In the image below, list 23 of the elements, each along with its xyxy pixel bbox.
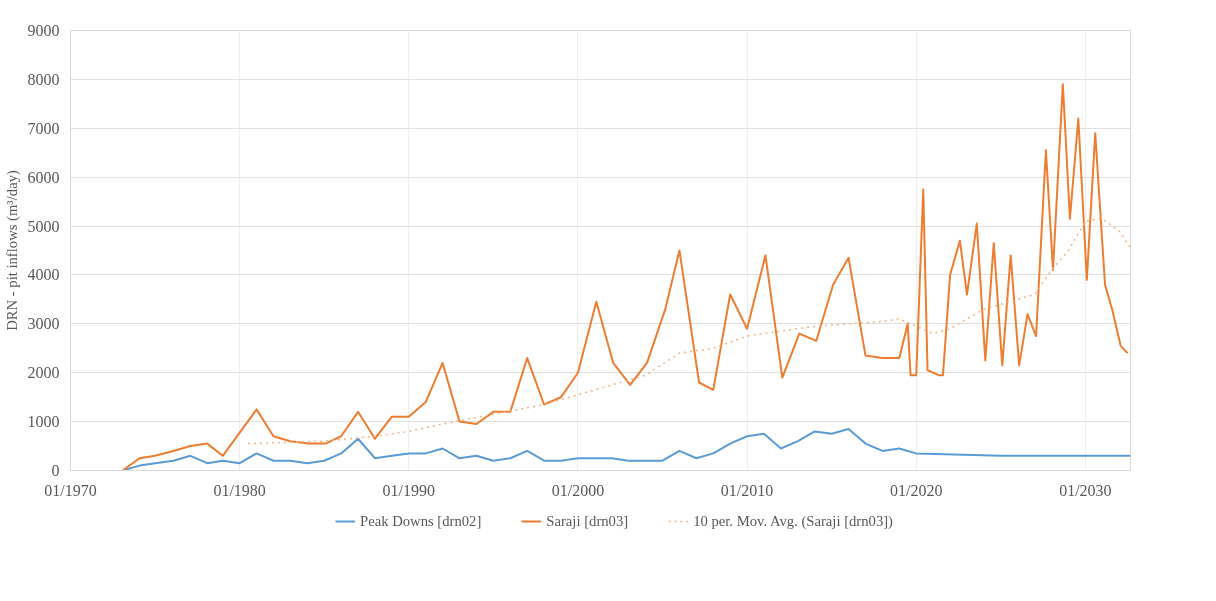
legend-label: Saraji [drn03] [546,512,629,530]
y-tick-label: 3000 [27,315,60,333]
y-tick-label: 6000 [27,168,60,186]
y-axis-title: DRN - pit inflows (m³/day) [3,170,21,331]
y-tick-label: 8000 [27,70,60,88]
x-tick-label: 01/2000 [551,481,605,499]
y-tick-label: 7000 [27,119,60,137]
x-tick-label: 01/2020 [890,481,943,499]
line-series [121,83,1129,471]
x-tick-label: 01/1990 [382,481,436,499]
x-tick-label: 01/2030 [1059,481,1112,499]
y-tick-label: 2000 [27,364,60,382]
y-tick-label: 9000 [27,22,60,39]
x-tick-label: 01/1980 [213,481,266,499]
y-tick-label: 0 [51,462,60,479]
y-tick-label: 4000 [27,266,60,284]
x-tick-label: 01/1970 [44,481,97,499]
y-tick-label: 1000 [27,413,60,431]
legend-label: Peak Downs [drn02] [360,512,482,530]
line-series [247,217,1131,445]
legend-label: 10 per. Mov. Avg. (Saraji [drn03]) [693,512,893,530]
y-tick-label: 5000 [27,217,60,235]
x-tick-label: 01/2010 [720,481,774,499]
